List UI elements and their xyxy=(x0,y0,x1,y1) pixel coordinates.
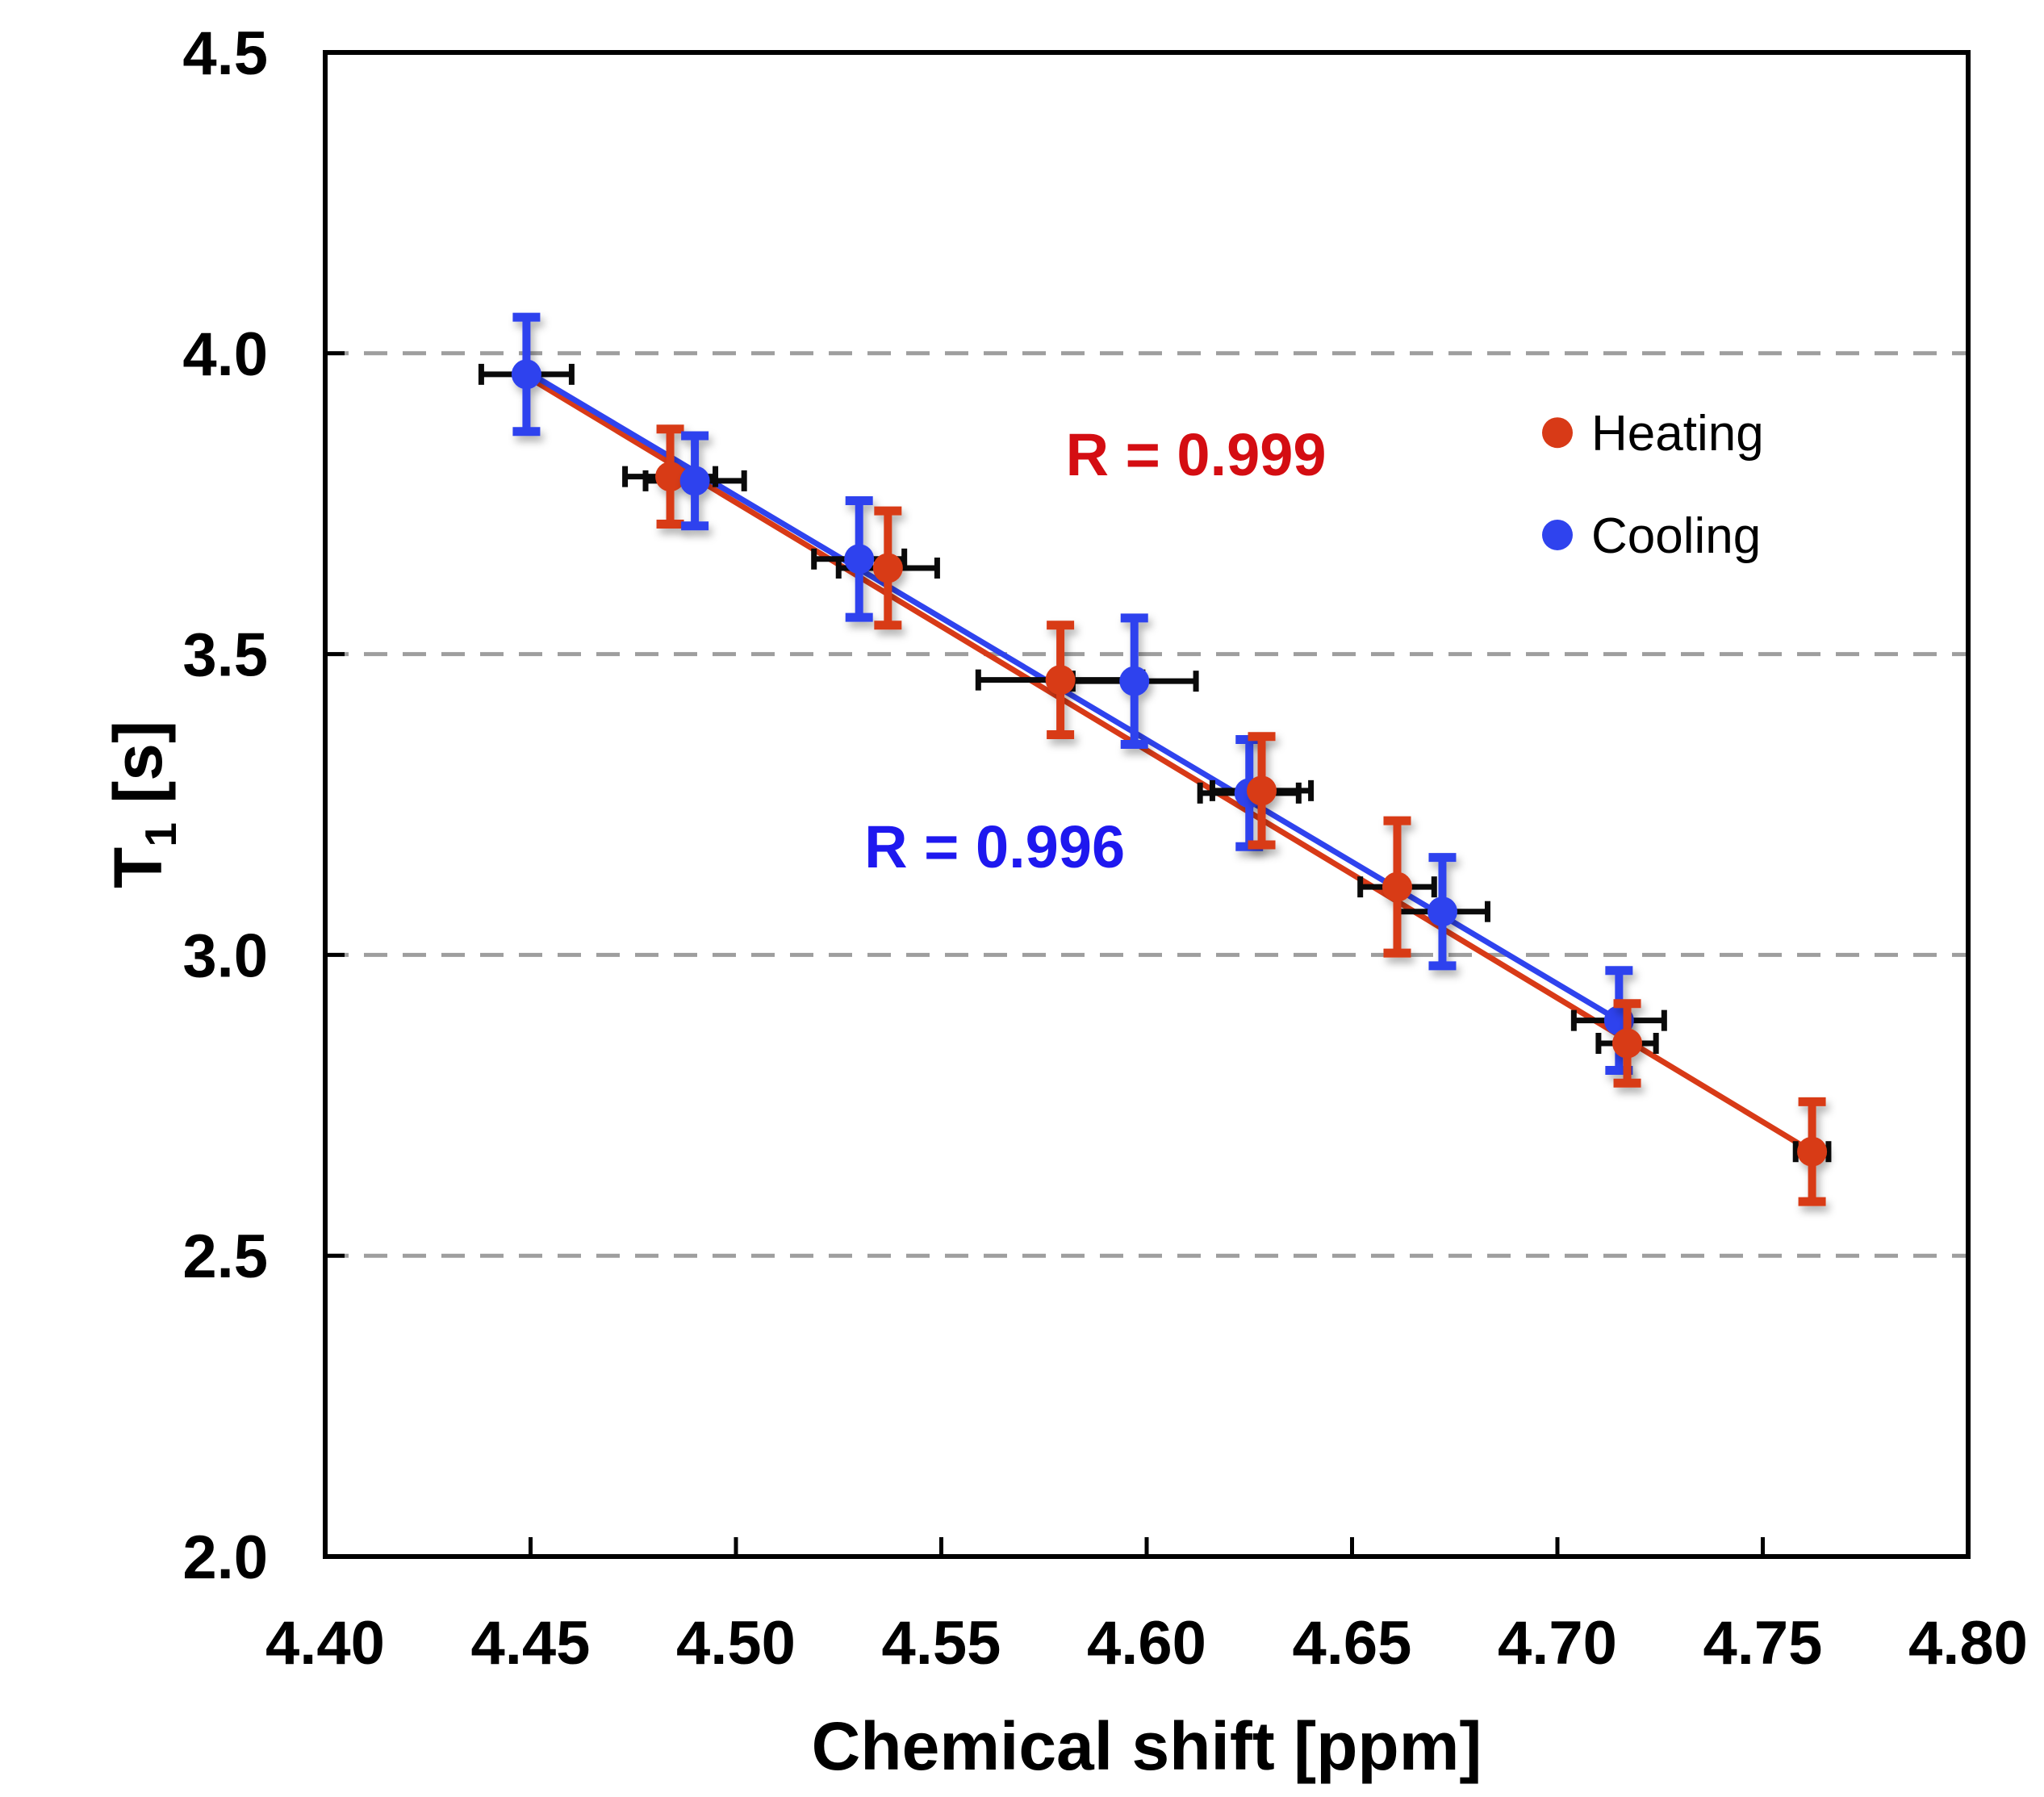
marker-cooling xyxy=(1119,666,1150,696)
data-point-heating xyxy=(872,506,903,630)
marker-heating xyxy=(872,553,903,583)
data-point-heating xyxy=(1247,732,1277,850)
data-point-cooling xyxy=(1119,613,1150,749)
data-point-cooling xyxy=(679,431,710,531)
data-point-cooling xyxy=(1427,853,1457,971)
marker-heating xyxy=(1612,1028,1643,1059)
marker-heating xyxy=(1045,665,1076,696)
x-axis-tick-label: 4.55 xyxy=(882,1609,1001,1678)
legend-item-heating: Heating xyxy=(1542,406,1764,462)
plot-border xyxy=(323,50,1971,1559)
y-axis-title: T1 [s] xyxy=(100,721,186,888)
y-axis-tick-label: 2.0 xyxy=(182,1523,268,1592)
marker-heating xyxy=(1381,871,1412,902)
x-axis-tick-label: 4.75 xyxy=(1703,1609,1823,1678)
legend-marker-heating xyxy=(1542,417,1573,449)
x-axis-title: Chemical shift [ppm] xyxy=(812,1708,1482,1784)
r-value-annotation-cooling: R = 0.996 xyxy=(864,813,1125,880)
legend-item-cooling: Cooling xyxy=(1542,508,1761,564)
x-axis-tick-label: 4.45 xyxy=(471,1609,591,1678)
data-point-cooling xyxy=(844,495,875,622)
data-point-heating xyxy=(1797,1097,1828,1206)
legend-label: Cooling xyxy=(1591,508,1761,564)
y-axis-tick-label: 2.5 xyxy=(182,1222,268,1291)
y-axis-tick-label: 3.5 xyxy=(182,621,268,690)
legend-marker-cooling xyxy=(1542,519,1573,550)
y-axis-tick-label: 4.0 xyxy=(182,320,268,389)
data-point-heating xyxy=(1045,621,1076,740)
marker-heating xyxy=(1247,775,1277,806)
marker-cooling xyxy=(679,466,710,496)
y-axis-tick-label: 4.5 xyxy=(182,19,268,88)
data-point-heating xyxy=(1381,816,1412,958)
data-point-heating xyxy=(1612,999,1643,1088)
data-point-cooling xyxy=(511,312,541,437)
data-point-heating xyxy=(655,424,686,529)
marker-heating xyxy=(655,462,686,492)
x-axis-tick-label: 4.80 xyxy=(1908,1609,2028,1678)
marker-cooling xyxy=(1427,896,1457,927)
x-axis-tick-label: 4.65 xyxy=(1293,1609,1412,1678)
r-value-annotation-heating: R = 0.999 xyxy=(1066,421,1327,488)
y-axis-tick-label: 3.0 xyxy=(182,921,268,990)
marker-cooling xyxy=(511,359,541,390)
x-axis-tick-label: 4.40 xyxy=(265,1609,385,1678)
x-axis-tick-label: 4.60 xyxy=(1087,1609,1206,1678)
x-axis-tick-label: 4.70 xyxy=(1498,1609,1617,1678)
x-axis-tick-label: 4.50 xyxy=(676,1609,796,1678)
legend-label: Heating xyxy=(1591,406,1764,462)
marker-cooling xyxy=(844,544,875,575)
legend: Heating Cooling xyxy=(1542,406,1764,564)
marker-heating xyxy=(1797,1136,1828,1167)
